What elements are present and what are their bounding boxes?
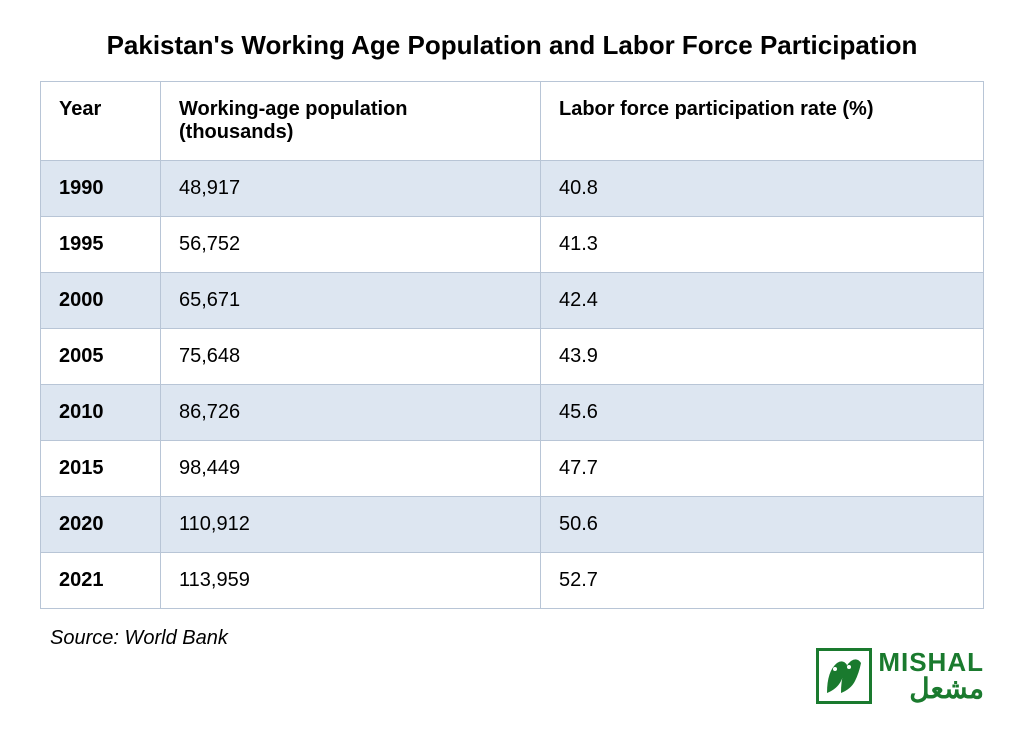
logo-text-ar: مشعل [878,675,984,703]
page-title: Pakistan's Working Age Population and La… [40,30,984,61]
cell-year: 1995 [41,217,161,273]
cell-rate: 40.8 [541,161,984,217]
cell-year: 2021 [41,553,161,609]
cell-population: 98,449 [161,441,541,497]
cell-year: 1990 [41,161,161,217]
table-row: 1995 56,752 41.3 [41,217,984,273]
table-row: 2000 65,671 42.4 [41,273,984,329]
cell-rate: 50.6 [541,497,984,553]
cell-rate: 42.4 [541,273,984,329]
table-row: 2005 75,648 43.9 [41,329,984,385]
cell-year: 2000 [41,273,161,329]
cell-population: 65,671 [161,273,541,329]
table-row: 1990 48,917 40.8 [41,161,984,217]
cell-rate: 41.3 [541,217,984,273]
cell-rate: 47.7 [541,441,984,497]
cell-year: 2015 [41,441,161,497]
table-header-row: Year Working-age population (thousands) … [41,82,984,161]
cell-rate: 43.9 [541,329,984,385]
cell-year: 2020 [41,497,161,553]
cell-population: 113,959 [161,553,541,609]
table-header-year: Year [41,82,161,161]
logo-text-en: MISHAL [878,649,984,675]
table-header-rate: Labor force participation rate (%) [541,82,984,161]
logo-text: MISHAL مشعل [878,649,984,703]
cell-population: 86,726 [161,385,541,441]
brand-logo: MISHAL مشعل [816,648,984,704]
logo-mark-icon [816,648,872,704]
table-row: 2015 98,449 47.7 [41,441,984,497]
data-table: Year Working-age population (thousands) … [40,81,984,609]
cell-year: 2010 [41,385,161,441]
table-row: 2021 113,959 52.7 [41,553,984,609]
source-text: Source: World Bank [50,627,984,650]
cell-population: 110,912 [161,497,541,553]
cell-rate: 45.6 [541,385,984,441]
cell-rate: 52.7 [541,553,984,609]
cell-year: 2005 [41,329,161,385]
cell-population: 75,648 [161,329,541,385]
cell-population: 56,752 [161,217,541,273]
table-row: 2020 110,912 50.6 [41,497,984,553]
cell-population: 48,917 [161,161,541,217]
table-header-population: Working-age population (thousands) [161,82,541,161]
table-row: 2010 86,726 45.6 [41,385,984,441]
